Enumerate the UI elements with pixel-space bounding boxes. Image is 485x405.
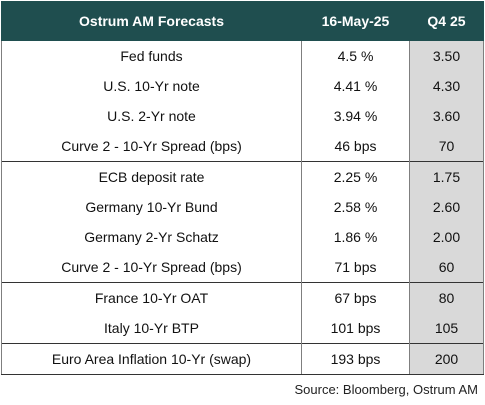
- row-label: France 10-Yr OAT: [1, 282, 302, 313]
- row-forecast-value: 3.50: [409, 40, 484, 71]
- table-row: Curve 2 - 10-Yr Spread (bps) 46 bps 70: [1, 131, 484, 162]
- row-label: ECB deposit rate: [1, 161, 302, 192]
- table-header: Ostrum AM Forecasts 16-May-25 Q4 25: [1, 1, 484, 41]
- row-current-value: 46 bps: [301, 131, 410, 162]
- row-forecast-value: 60: [409, 252, 484, 283]
- table-row: ECB deposit rate 2.25 % 1.75: [1, 161, 484, 192]
- row-forecast-value: 4.30: [409, 71, 484, 101]
- table-row: France 10-Yr OAT 67 bps 80: [1, 282, 484, 313]
- row-label: Curve 2 - 10-Yr Spread (bps): [1, 252, 302, 283]
- row-label: Fed funds: [1, 40, 302, 71]
- row-label: Germany 2-Yr Schatz: [1, 222, 302, 252]
- table-row: Fed funds 4.5 % 3.50: [1, 40, 484, 71]
- table-row: Germany 10-Yr Bund 2.58 % 2.60: [1, 192, 484, 222]
- header-forecast-period: Q4 25: [409, 1, 484, 41]
- row-label: Euro Area Inflation 10-Yr (swap): [1, 343, 302, 375]
- row-label: Italy 10-Yr BTP: [1, 313, 302, 344]
- table-row: Germany 2-Yr Schatz 1.86 % 2.00: [1, 222, 484, 252]
- row-current-value: 67 bps: [301, 282, 410, 313]
- table-row: Italy 10-Yr BTP 101 bps 105: [1, 313, 484, 344]
- row-forecast-value: 3.60: [409, 101, 484, 131]
- row-label: U.S. 2-Yr note: [1, 101, 302, 131]
- row-forecast-value: 2.00: [409, 222, 484, 252]
- table-row: U.S. 2-Yr note 3.94 % 3.60: [1, 101, 484, 131]
- row-label: Germany 10-Yr Bund: [1, 192, 302, 222]
- row-current-value: 3.94 %: [301, 101, 410, 131]
- row-current-value: 1.86 %: [301, 222, 410, 252]
- row-forecast-value: 80: [409, 282, 484, 313]
- header-row: Ostrum AM Forecasts 16-May-25 Q4 25: [1, 1, 484, 41]
- row-current-value: 2.58 %: [301, 192, 410, 222]
- row-current-value: 4.5 %: [301, 40, 410, 71]
- header-title: Ostrum AM Forecasts: [1, 1, 302, 41]
- source-note: Source: Bloomberg, Ostrum AM: [294, 382, 478, 397]
- row-forecast-value: 1.75: [409, 161, 484, 192]
- row-forecast-value: 105: [409, 313, 484, 344]
- table-row: Euro Area Inflation 10-Yr (swap) 193 bps 2…: [1, 343, 484, 375]
- row-label: Curve 2 - 10-Yr Spread (bps): [1, 131, 302, 162]
- row-current-value: 193 bps: [301, 343, 410, 375]
- row-current-value: 2.25 %: [301, 161, 410, 192]
- row-current-value: 4.41 %: [301, 71, 410, 101]
- row-label: U.S. 10-Yr note: [1, 71, 302, 101]
- row-current-value: 101 bps: [301, 313, 410, 344]
- forecast-table: Ostrum AM Forecasts 16-May-25 Q4 25 Fed …: [1, 1, 484, 375]
- table-row: Curve 2 - 10-Yr Spread (bps) 71 bps 60: [1, 252, 484, 283]
- row-forecast-value: 2.60: [409, 192, 484, 222]
- row-forecast-value: 70: [409, 131, 484, 162]
- table-body: Fed funds 4.5 % 3.50 U.S. 10-Yr note 4.41 % 4…: [1, 40, 484, 375]
- table-row: U.S. 10-Yr note 4.41 % 4.30: [1, 71, 484, 101]
- row-current-value: 71 bps: [301, 252, 410, 283]
- header-date: 16-May-25: [301, 1, 410, 41]
- row-forecast-value: 200: [409, 343, 484, 375]
